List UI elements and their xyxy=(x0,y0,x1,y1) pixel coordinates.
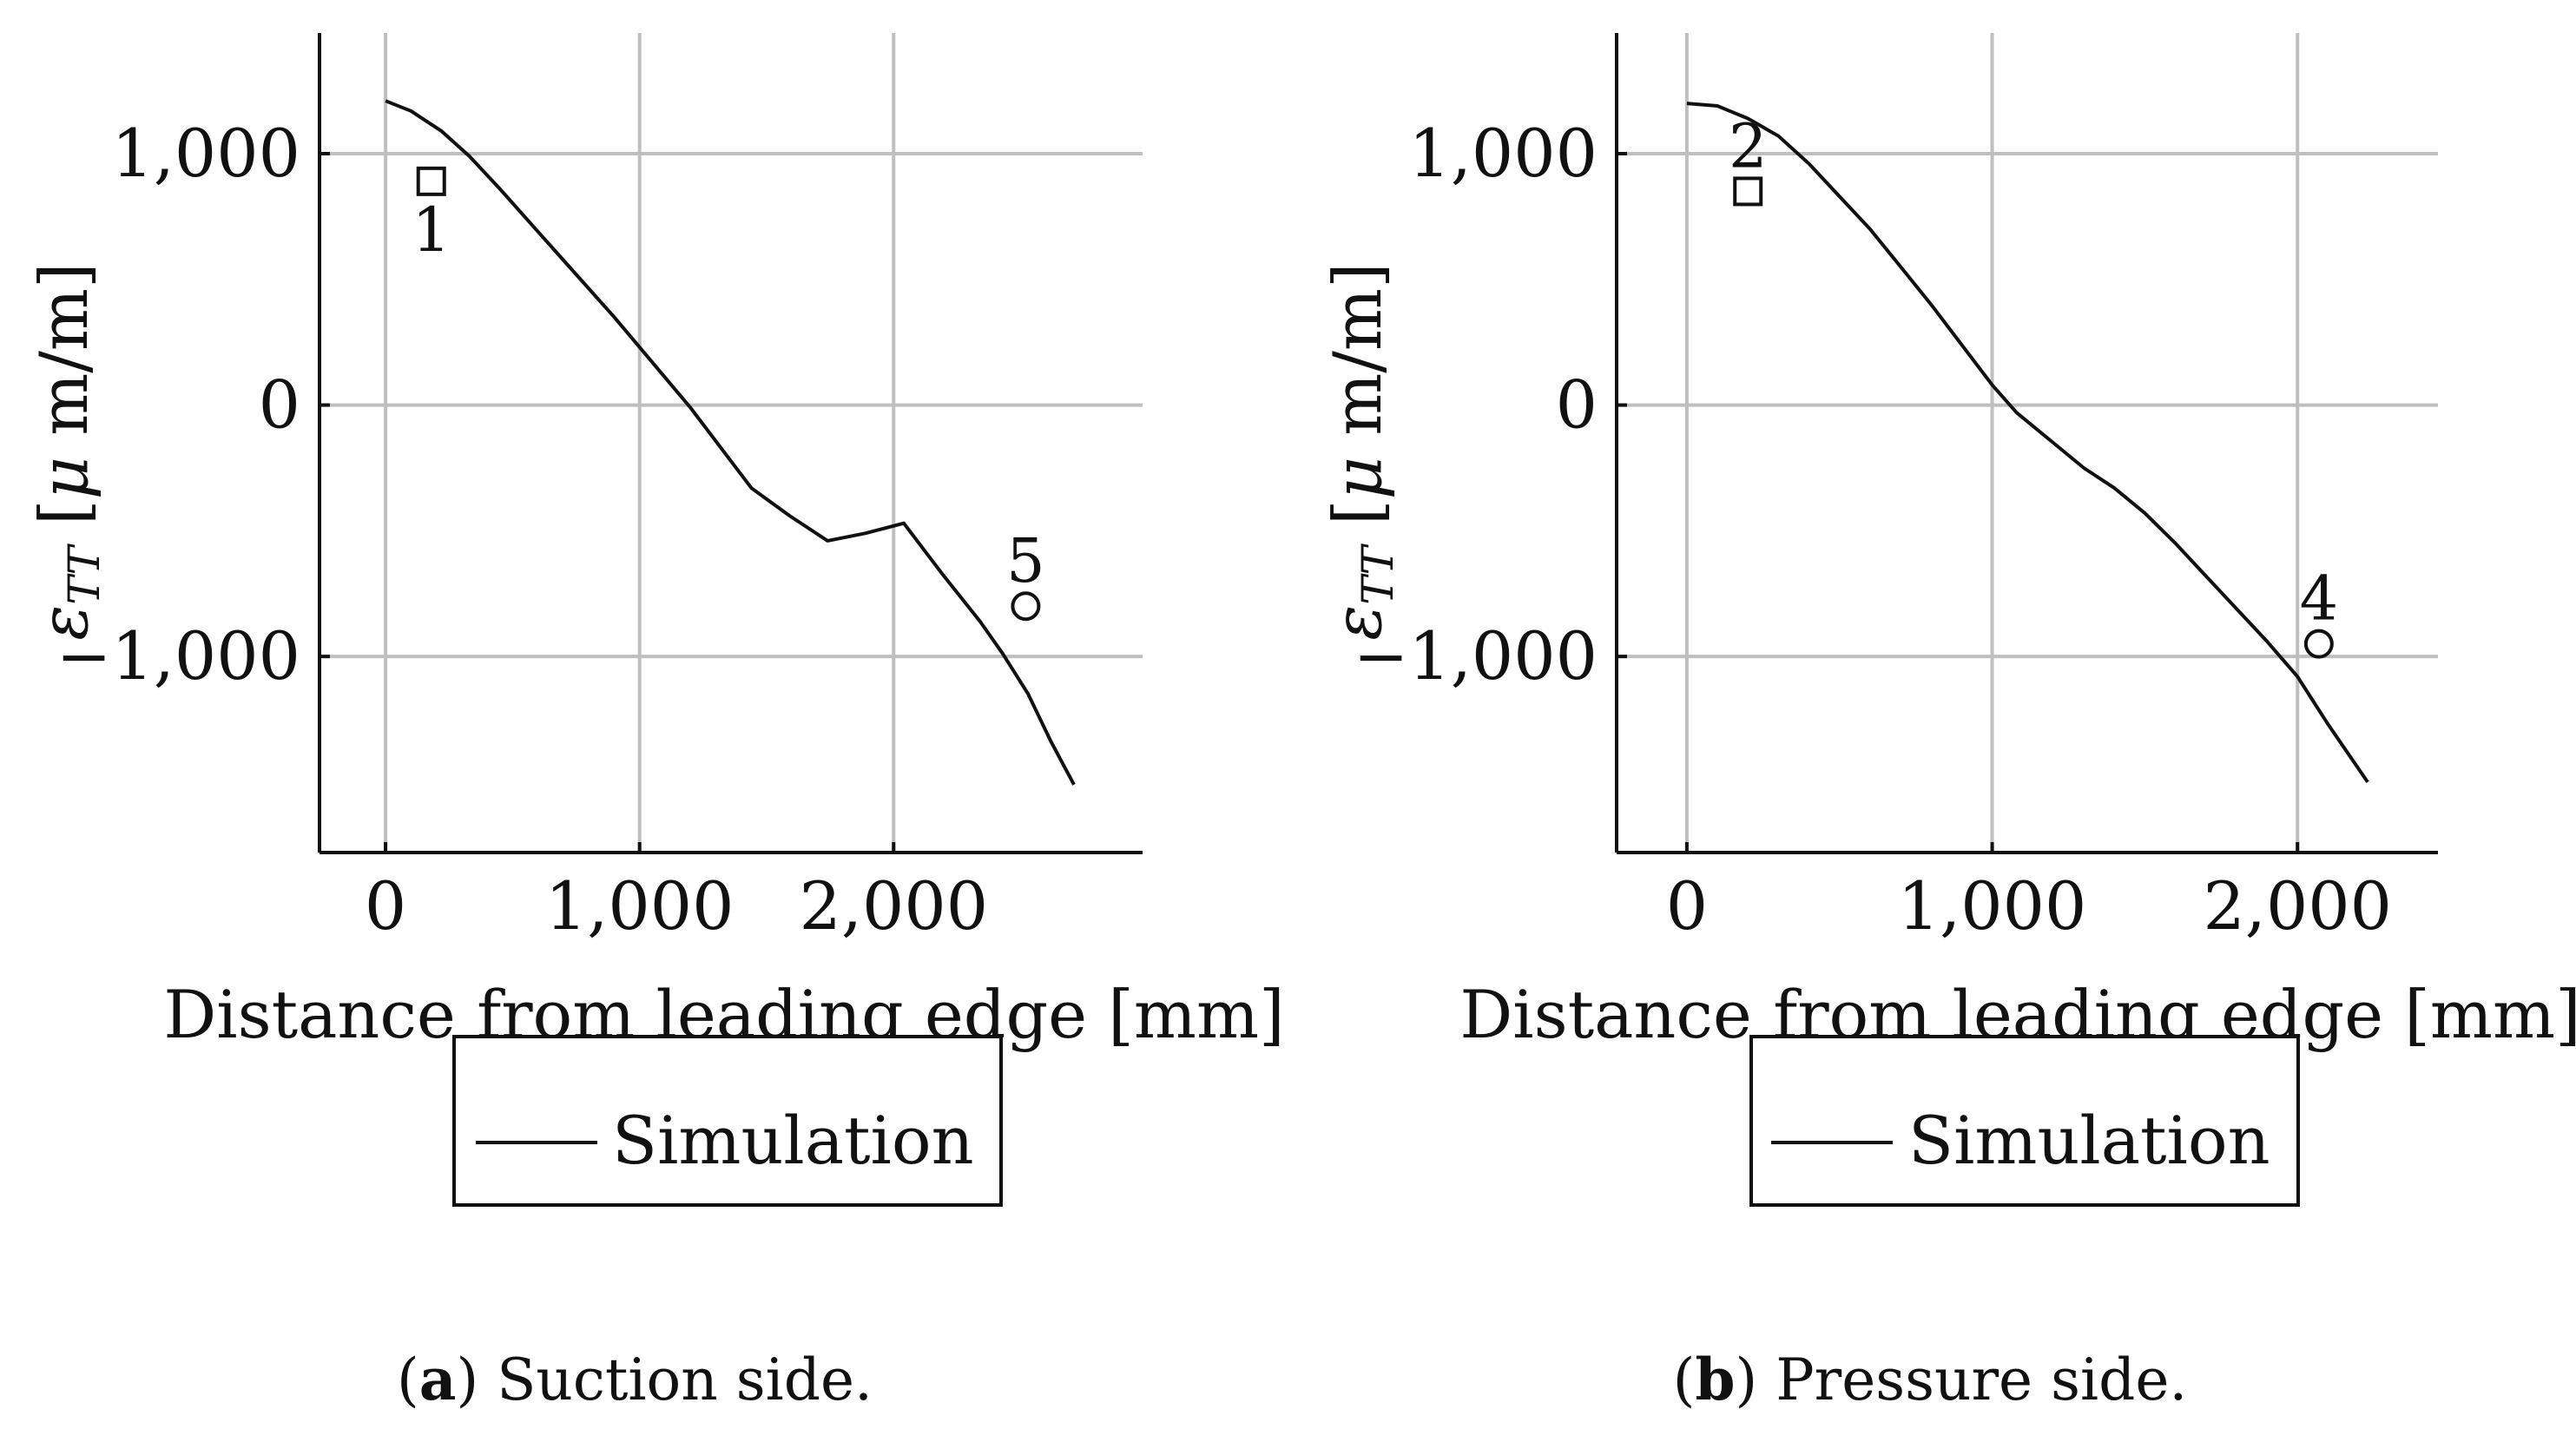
grid-lines xyxy=(320,33,1143,853)
annotated-points: 24 xyxy=(1729,110,2339,659)
caption-close-paren: ) xyxy=(1736,1347,1758,1413)
y-axis-unit: [ xyxy=(1319,499,1396,546)
y-axis-unit: [ xyxy=(25,499,102,546)
y-axis-unit-mu: μ xyxy=(25,457,102,499)
point-label: 5 xyxy=(1006,525,1045,596)
series-group xyxy=(1686,102,2369,784)
legend-box xyxy=(452,1035,1003,1207)
caption: (b) Pressure side. xyxy=(1673,1346,2188,1413)
caption-letter: a xyxy=(419,1346,457,1413)
legend-box xyxy=(1749,1035,2300,1207)
y-tick-label: 0 xyxy=(259,366,300,444)
y-tick-label: 0 xyxy=(1556,366,1598,444)
point-label: 4 xyxy=(2300,563,2339,635)
x-tick-label: 0 xyxy=(365,867,406,945)
y-axis-subscript: TT xyxy=(1353,543,1403,605)
series-line-simulation xyxy=(1686,102,2369,784)
caption-open-paren: ( xyxy=(397,1347,419,1413)
legend: Simulation xyxy=(1749,1035,2300,1207)
y-axis-title: εTT [μ m/m] xyxy=(25,262,109,640)
x-tick-label: 1,000 xyxy=(545,867,735,945)
y-axis-unit-rest: m/m] xyxy=(1319,262,1396,457)
y-tick-labels: 1,000 0 −1,000 xyxy=(56,115,300,695)
caption-text: Pressure side. xyxy=(1757,1347,2187,1413)
axes xyxy=(1615,33,2438,854)
axes xyxy=(318,33,1143,854)
x-tick-label: 2,000 xyxy=(799,867,988,945)
point-marker-square xyxy=(1733,176,1763,207)
y-tick-label: −1,000 xyxy=(1354,617,1598,695)
series-group xyxy=(385,99,1076,786)
y-tick-label: 1,000 xyxy=(111,115,300,192)
legend-label: Simulation xyxy=(1908,1102,2270,1179)
legend: Simulation xyxy=(452,1035,1003,1207)
y-axis-symbol: ε xyxy=(25,605,102,641)
y-tick-label: −1,000 xyxy=(56,617,300,695)
y-axis-unit-rest: m/m] xyxy=(25,262,102,457)
annotated-points: 15 xyxy=(412,166,1045,622)
point-marker-square xyxy=(416,166,446,196)
y-axis-title: εTT [μ m/m] xyxy=(1319,262,1403,640)
y-tick-labels: 1,000 0 −1,000 xyxy=(1354,115,1598,695)
x-tick-label: 1,000 xyxy=(1898,867,2087,945)
x-tick-labels: 0 1,000 2,000 xyxy=(365,867,988,945)
y-axis-subscript: TT xyxy=(59,543,109,605)
caption-letter: b xyxy=(1695,1346,1735,1413)
x-tick-labels: 0 1,000 2,000 xyxy=(1666,867,2392,945)
series-line-simulation xyxy=(385,99,1076,786)
grid-lines xyxy=(1617,33,2438,853)
legend-label: Simulation xyxy=(612,1102,974,1179)
caption-close-paren: ) xyxy=(456,1347,478,1413)
caption-open-paren: ( xyxy=(1673,1347,1696,1413)
x-tick-label: 2,000 xyxy=(2203,867,2392,945)
point-label: 2 xyxy=(1729,110,1768,181)
y-tick-label: 1,000 xyxy=(1408,115,1598,192)
y-axis-symbol: ε xyxy=(1319,605,1396,641)
caption: (a) Suction side. xyxy=(397,1346,873,1413)
point-marker-circle xyxy=(2303,629,2334,659)
caption-text: Suction side. xyxy=(478,1347,873,1413)
point-label: 1 xyxy=(412,194,451,266)
x-tick-label: 0 xyxy=(1666,867,1708,945)
y-axis-unit-mu: μ xyxy=(1319,457,1396,499)
point-marker-circle xyxy=(1011,591,1041,622)
